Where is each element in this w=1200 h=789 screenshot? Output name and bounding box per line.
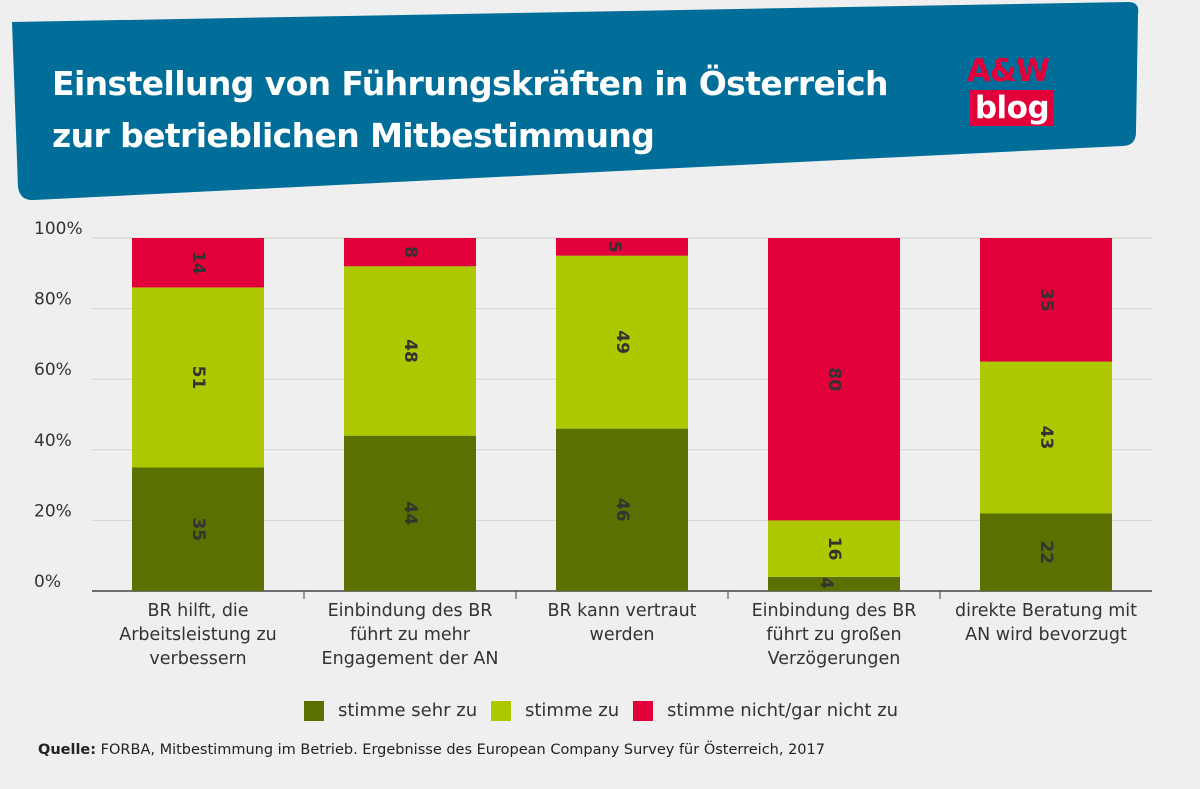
value-label-4-0: 22 — [1036, 540, 1056, 564]
aw-blog-logo[interactable]: A&W blog — [962, 54, 1054, 126]
chart-title: Einstellung von Führungskräften in Öster… — [52, 58, 888, 162]
legend-item-zu: stimme zu — [491, 700, 619, 721]
y-tick-label-2: 40% — [34, 431, 72, 451]
value-label-0-1: 51 — [188, 366, 208, 390]
legend-swatch-nicht — [633, 700, 653, 721]
value-label-3-1: 16 — [824, 537, 844, 561]
stacked-bar-chart: 0% 20% 40% 60% 80% 100% 35 51 14 BR hilft, die Arb… — [34, 219, 1152, 669]
legend-label-sehr-zu: stimme sehr zu — [338, 700, 478, 721]
y-tick-label-3: 60% — [34, 360, 72, 380]
legend-label-nicht: stimme nicht/gar nicht zu — [667, 700, 899, 721]
bar-segment-4-1 — [980, 361, 1112, 514]
legend-item-nicht: stimme nicht/gar nicht zu — [633, 700, 898, 721]
value-label-1-0: 44 — [400, 502, 420, 526]
banner-shape — [12, 2, 1139, 201]
value-label-3-2: 80 — [824, 367, 844, 391]
value-label-3-0: 4 — [816, 577, 836, 589]
value-label-0-2: 14 — [188, 251, 208, 275]
category-label-1-1: führt zu mehr — [350, 625, 471, 645]
category-label-4-1: AN wird bevorzugt — [965, 625, 1127, 645]
category-label-3-0: Einbindung des BR — [752, 601, 917, 621]
category-label-2-0: BR kann vertraut — [547, 601, 696, 621]
title-line-1: Einstellung von Führungskräften in Öster… — [52, 64, 888, 103]
source-label: Quelle: — [38, 742, 97, 758]
value-label-1-1: 48 — [400, 339, 420, 363]
y-tick-label-5: 100% — [34, 219, 83, 239]
source-text: FORBA, Mitbestimmung im Betrieb. Ergebni… — [96, 742, 825, 758]
category-label-2-1: werden — [590, 625, 655, 645]
bar-segment-4-2 — [980, 238, 1112, 362]
y-tick-label-4: 80% — [34, 290, 72, 310]
value-label-2-0: 46 — [612, 498, 632, 522]
value-label-2-2: 5 — [604, 241, 624, 253]
value-label-4-1: 43 — [1036, 426, 1056, 450]
category-label-1-2: Engagement der AN — [322, 649, 499, 669]
bar-segment-2-2 — [556, 238, 688, 256]
category-label-3-1: führt zu großen — [766, 625, 901, 645]
title-banner — [12, 2, 1139, 201]
legend: stimme sehr zu stimme zu stimme nicht/ga… — [0, 700, 1200, 724]
legend-label-zu: stimme zu — [525, 700, 620, 721]
category-label-4-0: direkte Beratung mit — [955, 601, 1137, 621]
legend-swatch-zu — [491, 700, 511, 721]
logo-text-bottom: blog — [970, 90, 1054, 126]
bar-segment-0-0 — [132, 467, 264, 591]
bar-segment-1-0 — [344, 435, 476, 591]
value-label-0-0: 35 — [188, 517, 208, 541]
legend-swatch-sehr-zu — [304, 700, 324, 721]
bar-segment-0-1 — [132, 287, 264, 468]
value-label-2-1: 49 — [612, 330, 632, 354]
logo-text-top: A&W — [966, 53, 1050, 89]
bar-segment-1-1 — [344, 266, 476, 436]
category-label-0-1: Arbeitsleistung zu — [119, 625, 276, 645]
bar-segment-3-1 — [768, 520, 900, 577]
bar-segment-4-0 — [980, 513, 1112, 591]
bar-segment-1-2 — [344, 238, 476, 267]
source-note: Quelle: FORBA, Mitbestimmung im Betrieb.… — [38, 742, 825, 758]
category-label-1-0: Einbindung des BR — [328, 601, 493, 621]
bar-segment-0-2 — [132, 238, 264, 288]
value-label-4-2: 35 — [1036, 288, 1056, 312]
bar-segment-2-0 — [556, 428, 688, 591]
bar-segment-3-0 — [768, 576, 900, 591]
category-label-0-2: verbessern — [149, 649, 246, 669]
value-label-1-2: 8 — [400, 246, 420, 258]
y-tick-label-0: 0% — [34, 572, 61, 592]
category-label-0-0: BR hilft, die — [147, 601, 248, 621]
title-line-2: zur betrieblichen Mitbestimmung — [52, 116, 655, 155]
bar-segment-3-2 — [768, 238, 900, 521]
bar-segment-2-1 — [556, 255, 688, 429]
legend-item-sehr-zu: stimme sehr zu — [304, 700, 477, 721]
y-tick-label-1: 20% — [34, 501, 72, 521]
category-label-3-2: Verzögerungen — [768, 649, 901, 669]
